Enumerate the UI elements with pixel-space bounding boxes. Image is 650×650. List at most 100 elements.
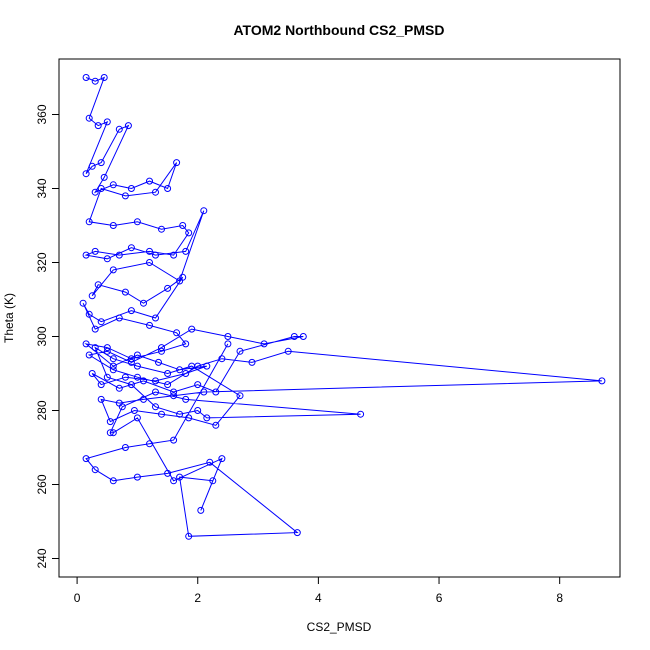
y-tick-label: 360 (35, 104, 49, 124)
data-point (91, 344, 99, 352)
data-point (146, 259, 153, 266)
data-point (146, 177, 153, 185)
data-point (127, 381, 135, 389)
data-point (127, 358, 135, 366)
data-point (82, 340, 90, 348)
data-point (182, 247, 190, 255)
data-point (188, 325, 196, 333)
x-axis: 0 2 4 6 8 (74, 576, 563, 605)
y-tick-label: 260 (35, 474, 49, 494)
data-point (130, 407, 138, 414)
y-tick-label: 340 (35, 178, 49, 198)
data-point (109, 355, 117, 363)
data-point (158, 410, 165, 418)
x-tick-label: 6 (436, 591, 443, 605)
data-point (185, 414, 193, 422)
data-point (115, 384, 123, 392)
data-point (91, 247, 99, 255)
data-point (85, 351, 93, 359)
data-point (182, 340, 190, 348)
data-point (127, 307, 135, 315)
data-point (209, 477, 217, 485)
x-axis-label: CS2_PMSD (307, 620, 372, 634)
data-point (109, 366, 117, 374)
data-point (91, 188, 99, 196)
data-point (94, 281, 102, 289)
data-point (284, 347, 292, 355)
data-point (173, 159, 181, 167)
data-point (218, 455, 226, 463)
data-point (140, 299, 147, 307)
data-point (103, 118, 111, 126)
data-point (103, 347, 111, 355)
data-point (121, 373, 129, 381)
data-point (176, 366, 184, 374)
data-point (152, 188, 159, 196)
y-tick-label: 320 (35, 252, 49, 272)
data-point (109, 429, 117, 437)
data-point (140, 377, 147, 385)
data-point (206, 458, 214, 466)
data-point (124, 122, 132, 130)
data-point (212, 388, 220, 396)
data-point (158, 344, 165, 352)
data-point (127, 185, 135, 192)
data-point (188, 362, 196, 370)
data-point (164, 370, 172, 377)
data-point (170, 436, 178, 444)
data-point (185, 532, 193, 540)
data-point (121, 192, 129, 200)
data-point (133, 362, 141, 370)
data-point (185, 229, 193, 237)
data-point (179, 222, 187, 229)
data-point (176, 410, 184, 418)
data-point (127, 355, 135, 363)
data-point (152, 251, 159, 259)
data-point (88, 162, 96, 170)
data-point (97, 159, 105, 167)
x-tick-label: 4 (315, 591, 322, 605)
data-point (82, 455, 90, 463)
data-point (170, 251, 178, 259)
data-point (293, 529, 301, 537)
data-point (203, 362, 211, 370)
data-point (236, 347, 244, 355)
data-point (97, 381, 105, 389)
data-point (118, 403, 126, 411)
data-point (85, 310, 93, 318)
data-point (91, 466, 99, 474)
y-tick-label: 240 (35, 548, 49, 568)
data-point (146, 247, 153, 255)
data-point (179, 273, 187, 281)
data-point (182, 370, 190, 377)
y-tick-label: 300 (35, 326, 49, 346)
data-point (121, 288, 129, 296)
data-point (176, 473, 184, 481)
series-line (82, 76, 602, 537)
data-point (197, 506, 205, 514)
y-axis: 240 260 280 300 320 340 360 (35, 104, 60, 569)
x-tick-label: 8 (556, 591, 563, 605)
data-point (203, 414, 211, 422)
data-point (224, 333, 232, 340)
chart-title: ATOM2 Northbound CS2_PMSD (233, 22, 444, 38)
data-point (115, 125, 123, 133)
data-point (133, 351, 141, 359)
data-point (200, 388, 208, 396)
data-point (170, 388, 178, 396)
data-point (224, 340, 232, 348)
data-point (158, 225, 165, 233)
data-point (121, 444, 129, 451)
data-point (115, 314, 123, 322)
data-point (140, 395, 147, 403)
data-point (357, 410, 365, 418)
data-point (164, 469, 172, 477)
data-point (88, 292, 96, 300)
data-point (182, 395, 190, 403)
data-point (109, 222, 117, 229)
data-point (91, 325, 99, 333)
data-point (109, 181, 117, 189)
data-point (127, 244, 135, 252)
